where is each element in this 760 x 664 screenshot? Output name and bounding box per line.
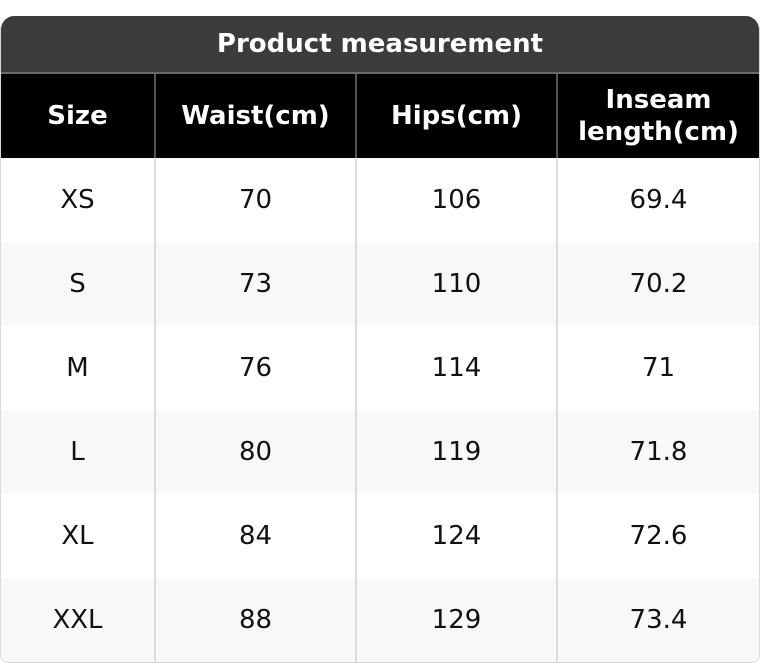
measurement-table: Size Waist(cm) Hips(cm) Inseam length(cm… xyxy=(1,74,759,662)
cell-inseam: 71.8 xyxy=(556,410,759,494)
cell-hips: 114 xyxy=(355,326,557,410)
cell-hips: 106 xyxy=(355,158,557,242)
cell-size: M xyxy=(66,353,89,383)
cell-size: XXL xyxy=(1,578,155,662)
cell-size: XL xyxy=(61,521,94,551)
cell-waist: 88 xyxy=(154,578,356,662)
cell-inseam: 73.4 xyxy=(556,578,759,662)
cell-hips: 129 xyxy=(355,578,557,662)
table-row: M 76 114 71 xyxy=(1,326,759,410)
header-row: Size Waist(cm) Hips(cm) Inseam length(cm… xyxy=(1,74,759,158)
cell-waist: 80 xyxy=(154,410,356,494)
cell-waist: 84 xyxy=(154,494,356,578)
table-row: L 80 119 71.8 xyxy=(1,410,759,494)
table-row: XXL 88 129 73.4 xyxy=(1,578,759,662)
cell-inseam: 69.4 xyxy=(556,158,759,242)
cell-size: L xyxy=(1,410,155,494)
table-title: Product measurement xyxy=(1,16,759,74)
measurement-table-card: Product measurement Size Waist(cm) Hips(… xyxy=(0,16,760,663)
cell-inseam: 71 xyxy=(556,326,759,410)
table-row: XS 70 106 69.4 xyxy=(1,158,759,242)
cell-inseam: 72.6 xyxy=(556,494,759,578)
column-header-inseam: Inseam length(cm) xyxy=(556,74,759,158)
cell-size: S xyxy=(1,242,155,326)
cell-waist: 76 xyxy=(154,326,356,410)
cell-hips: 110 xyxy=(355,242,557,326)
cell-size: XS xyxy=(60,185,95,215)
cell-hips: 124 xyxy=(355,494,557,578)
table-row: S 73 110 70.2 xyxy=(1,242,759,326)
cell-inseam: 70.2 xyxy=(556,242,759,326)
cell-waist: 70 xyxy=(154,158,356,242)
column-header-size: Size xyxy=(1,74,155,158)
table-row: XL 84 124 72.6 xyxy=(1,494,759,578)
column-header-hips: Hips(cm) xyxy=(355,74,557,158)
cell-waist: 73 xyxy=(154,242,356,326)
cell-hips: 119 xyxy=(355,410,557,494)
column-header-waist: Waist(cm) xyxy=(154,74,356,158)
